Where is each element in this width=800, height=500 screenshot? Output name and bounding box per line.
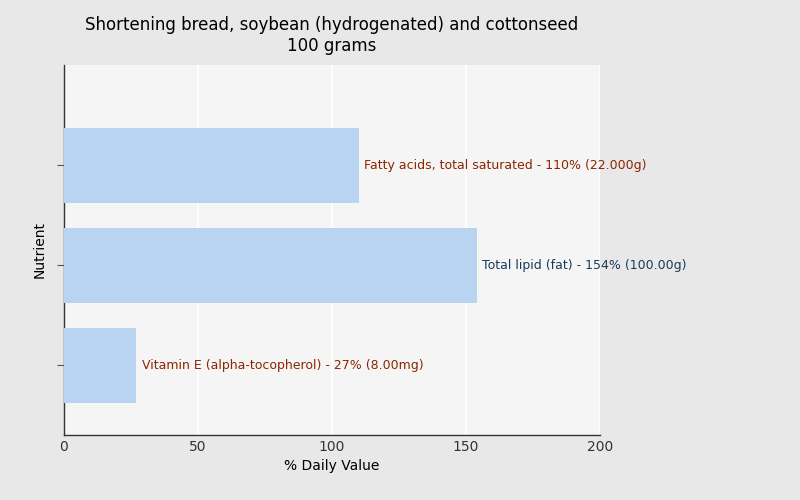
Text: Vitamin E (alpha-tocopherol) - 27% (8.00mg): Vitamin E (alpha-tocopherol) - 27% (8.00… [142,358,423,372]
Bar [64,128,358,202]
Title: Shortening bread, soybean (hydrogenated) and cottonseed
100 grams: Shortening bread, soybean (hydrogenated)… [86,16,578,55]
Y-axis label: Nutrient: Nutrient [33,222,46,278]
X-axis label: % Daily Value: % Daily Value [284,460,380,473]
Bar [64,328,136,402]
Text: Fatty acids, total saturated - 110% (22.000g): Fatty acids, total saturated - 110% (22.… [364,158,646,172]
Bar [64,228,477,302]
Text: Total lipid (fat) - 154% (100.00g): Total lipid (fat) - 154% (100.00g) [482,258,686,272]
